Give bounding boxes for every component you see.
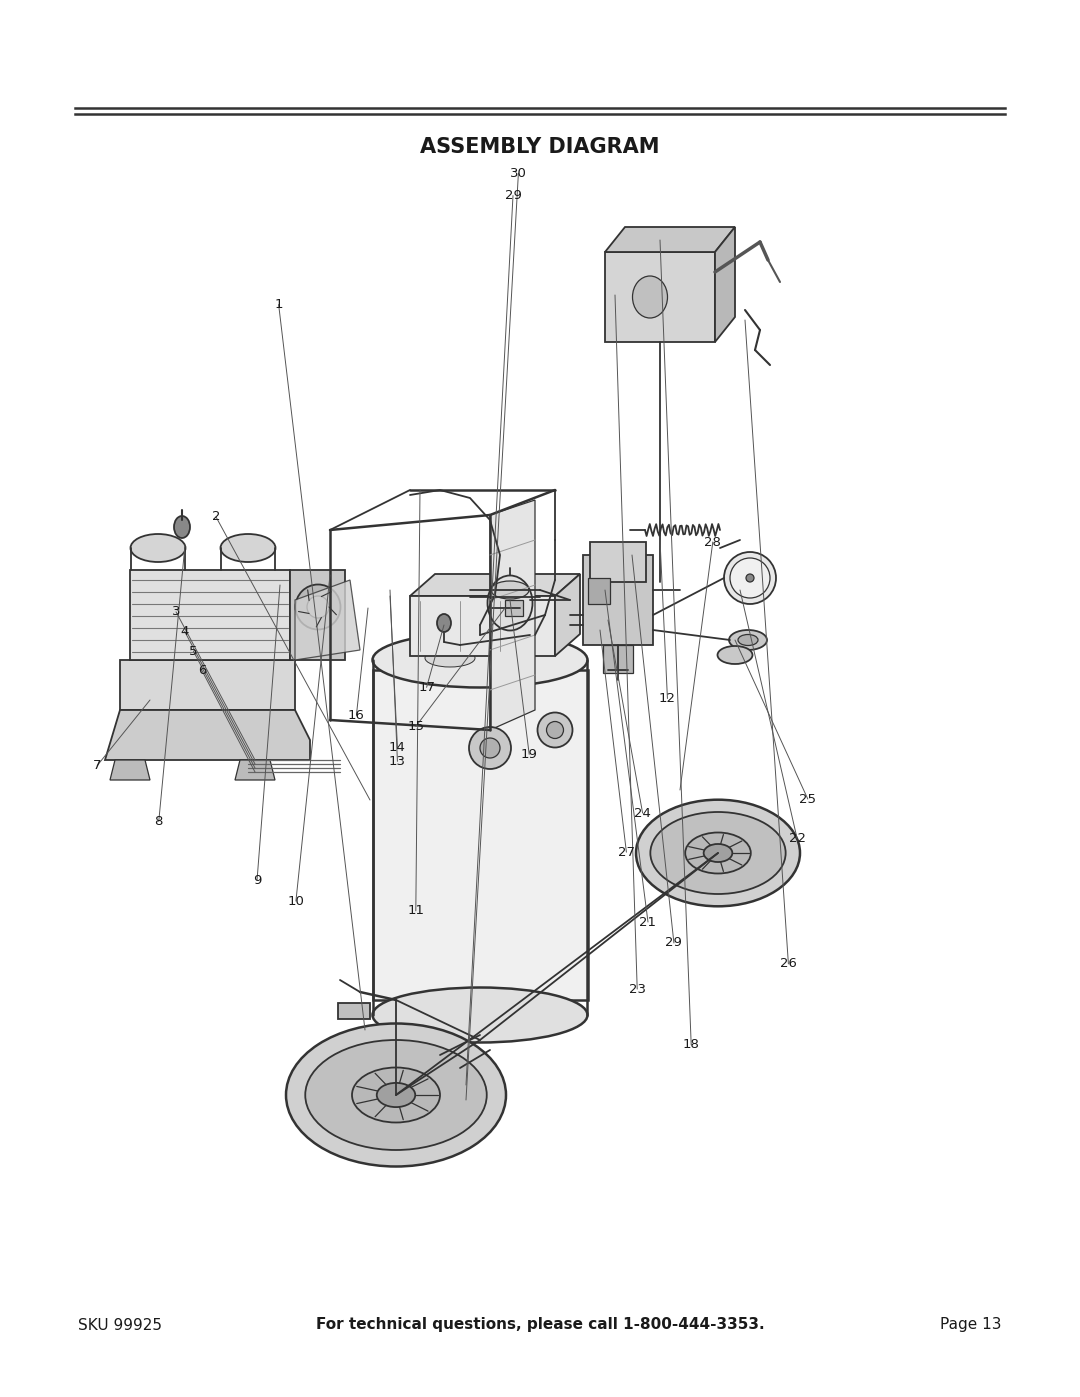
Text: 27: 27	[618, 845, 635, 859]
Polygon shape	[295, 580, 360, 659]
Text: 21: 21	[639, 915, 657, 929]
Polygon shape	[605, 226, 735, 251]
Polygon shape	[410, 597, 555, 657]
Text: Page 13: Page 13	[941, 1317, 1002, 1333]
Text: 17: 17	[418, 680, 435, 694]
Ellipse shape	[377, 1083, 415, 1106]
Text: 13: 13	[389, 754, 406, 768]
Text: 25: 25	[799, 792, 816, 806]
Ellipse shape	[730, 557, 770, 598]
Bar	[588, 578, 610, 604]
Bar	[338, 1003, 370, 1018]
Polygon shape	[291, 570, 345, 659]
Polygon shape	[235, 760, 275, 780]
Ellipse shape	[538, 712, 572, 747]
Ellipse shape	[650, 812, 785, 894]
Polygon shape	[605, 251, 715, 342]
Polygon shape	[130, 570, 291, 659]
Ellipse shape	[636, 799, 800, 907]
Text: 16: 16	[348, 708, 365, 722]
Ellipse shape	[174, 515, 190, 538]
Bar	[505, 599, 523, 616]
Text: 8: 8	[154, 814, 163, 828]
Text: 23: 23	[629, 982, 646, 996]
Ellipse shape	[307, 597, 329, 617]
FancyBboxPatch shape	[590, 542, 646, 583]
Text: 7: 7	[93, 759, 102, 773]
Polygon shape	[490, 500, 535, 731]
Text: 24: 24	[634, 806, 651, 820]
FancyBboxPatch shape	[583, 555, 653, 645]
Text: 26: 26	[780, 957, 797, 971]
Text: 5: 5	[189, 644, 198, 658]
Ellipse shape	[437, 615, 451, 631]
Text: 4: 4	[180, 624, 189, 638]
Polygon shape	[555, 574, 580, 657]
Ellipse shape	[373, 988, 588, 1042]
Text: 2: 2	[212, 510, 220, 524]
Ellipse shape	[738, 634, 758, 645]
Text: 11: 11	[407, 904, 424, 918]
Ellipse shape	[480, 738, 500, 759]
Ellipse shape	[487, 576, 532, 630]
Ellipse shape	[426, 650, 475, 666]
Ellipse shape	[296, 584, 340, 630]
Text: 18: 18	[683, 1038, 700, 1052]
Text: 22: 22	[788, 831, 806, 845]
Text: SKU 99925: SKU 99925	[78, 1317, 162, 1333]
Text: 14: 14	[389, 740, 406, 754]
Ellipse shape	[286, 1024, 507, 1166]
Ellipse shape	[131, 534, 186, 562]
Ellipse shape	[491, 581, 529, 599]
Polygon shape	[105, 710, 310, 760]
Text: 30: 30	[510, 166, 527, 180]
Polygon shape	[110, 760, 150, 780]
Ellipse shape	[220, 534, 275, 562]
Text: 19: 19	[521, 747, 538, 761]
Text: 29: 29	[665, 936, 683, 950]
Text: For technical questions, please call 1-800-444-3353.: For technical questions, please call 1-8…	[315, 1317, 765, 1333]
Text: 28: 28	[704, 535, 721, 549]
Ellipse shape	[469, 726, 511, 768]
Ellipse shape	[717, 645, 753, 664]
Ellipse shape	[633, 277, 667, 319]
Ellipse shape	[373, 633, 588, 687]
Bar	[603, 645, 633, 673]
Text: 1: 1	[274, 298, 283, 312]
Text: 3: 3	[172, 605, 180, 619]
Text: 29: 29	[504, 189, 522, 203]
Ellipse shape	[306, 1039, 487, 1150]
Polygon shape	[410, 574, 580, 597]
Ellipse shape	[729, 630, 767, 650]
Ellipse shape	[704, 844, 732, 862]
Text: 12: 12	[659, 692, 676, 705]
Text: 6: 6	[198, 664, 206, 678]
Text: ASSEMBLY DIAGRAM: ASSEMBLY DIAGRAM	[420, 137, 660, 156]
Polygon shape	[120, 659, 295, 710]
Text: 9: 9	[253, 873, 261, 887]
Text: 15: 15	[407, 719, 424, 733]
Polygon shape	[715, 226, 735, 342]
Ellipse shape	[546, 721, 564, 739]
Bar	[373, 671, 588, 1000]
Ellipse shape	[352, 1067, 440, 1123]
Ellipse shape	[746, 574, 754, 583]
Ellipse shape	[685, 833, 751, 873]
Text: 10: 10	[287, 894, 305, 908]
Ellipse shape	[724, 552, 777, 604]
